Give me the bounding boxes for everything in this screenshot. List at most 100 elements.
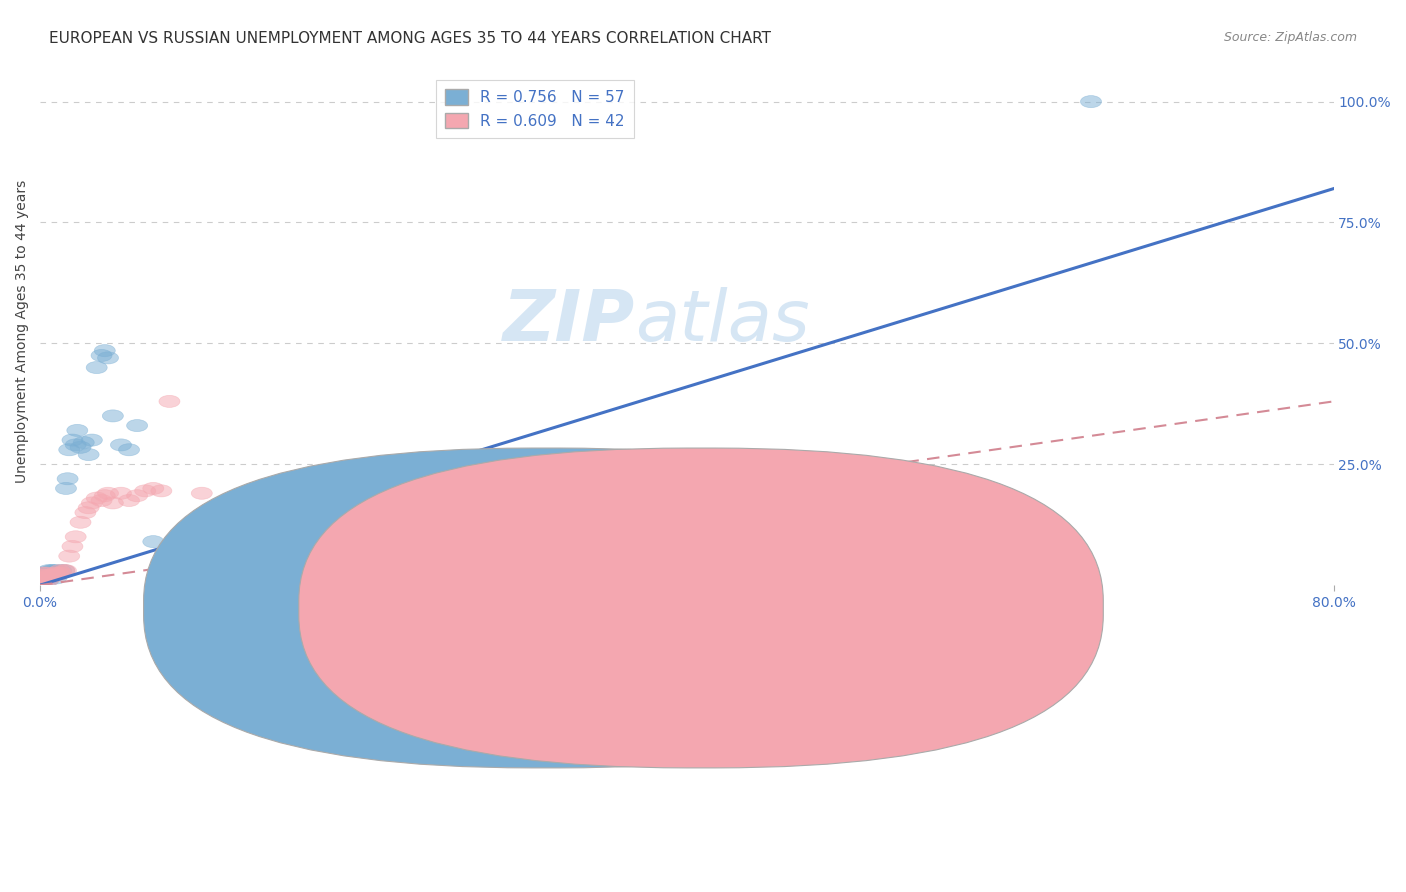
Ellipse shape — [97, 351, 118, 364]
Ellipse shape — [49, 565, 70, 576]
Ellipse shape — [48, 567, 69, 579]
Ellipse shape — [38, 574, 59, 586]
Ellipse shape — [31, 569, 52, 582]
Ellipse shape — [53, 565, 75, 576]
Ellipse shape — [38, 569, 59, 582]
Ellipse shape — [42, 569, 63, 582]
Ellipse shape — [73, 436, 94, 449]
Ellipse shape — [143, 483, 163, 494]
Text: atlas: atlas — [636, 286, 810, 356]
Ellipse shape — [79, 501, 98, 514]
Ellipse shape — [434, 552, 454, 565]
Ellipse shape — [39, 567, 60, 579]
Ellipse shape — [86, 492, 107, 504]
FancyBboxPatch shape — [299, 448, 1104, 768]
Y-axis label: Unemployment Among Ages 35 to 44 years: Unemployment Among Ages 35 to 44 years — [15, 179, 30, 483]
Ellipse shape — [42, 565, 63, 576]
Ellipse shape — [288, 555, 309, 567]
Ellipse shape — [32, 574, 53, 586]
Ellipse shape — [55, 565, 76, 576]
Ellipse shape — [39, 569, 60, 582]
Ellipse shape — [35, 569, 55, 582]
Text: Source: ZipAtlas.com: Source: ZipAtlas.com — [1223, 31, 1357, 45]
Ellipse shape — [55, 483, 76, 494]
Ellipse shape — [118, 494, 139, 507]
Ellipse shape — [224, 550, 245, 562]
Ellipse shape — [82, 497, 103, 509]
Ellipse shape — [59, 443, 80, 456]
Ellipse shape — [65, 439, 86, 451]
Ellipse shape — [38, 569, 59, 582]
Ellipse shape — [1080, 95, 1101, 108]
Ellipse shape — [143, 535, 163, 548]
Ellipse shape — [709, 485, 730, 497]
Ellipse shape — [46, 565, 67, 576]
Ellipse shape — [37, 572, 58, 584]
Ellipse shape — [38, 574, 59, 586]
Ellipse shape — [32, 569, 53, 582]
Ellipse shape — [31, 574, 52, 586]
Ellipse shape — [70, 516, 91, 528]
Ellipse shape — [53, 565, 75, 576]
Ellipse shape — [103, 409, 124, 422]
Ellipse shape — [31, 567, 52, 579]
Ellipse shape — [35, 567, 55, 579]
Legend: R = 0.756   N = 57, R = 0.609   N = 42: R = 0.756 N = 57, R = 0.609 N = 42 — [436, 80, 634, 138]
Ellipse shape — [127, 419, 148, 432]
Ellipse shape — [37, 569, 58, 582]
Text: Russians: Russians — [720, 601, 780, 615]
Ellipse shape — [191, 548, 212, 560]
Ellipse shape — [38, 565, 59, 576]
Text: ZIP: ZIP — [503, 286, 636, 356]
Ellipse shape — [51, 565, 72, 576]
Ellipse shape — [46, 569, 67, 582]
Ellipse shape — [70, 442, 91, 453]
Ellipse shape — [159, 395, 180, 408]
Ellipse shape — [42, 569, 63, 582]
Ellipse shape — [31, 569, 52, 582]
Ellipse shape — [31, 572, 52, 584]
Ellipse shape — [159, 541, 180, 552]
Ellipse shape — [41, 569, 62, 582]
Ellipse shape — [51, 567, 72, 579]
Ellipse shape — [35, 569, 55, 582]
Ellipse shape — [41, 565, 62, 576]
Ellipse shape — [37, 572, 58, 584]
Ellipse shape — [62, 541, 83, 552]
Ellipse shape — [35, 574, 55, 586]
Ellipse shape — [97, 487, 118, 500]
Ellipse shape — [118, 443, 139, 456]
Ellipse shape — [135, 485, 156, 497]
Ellipse shape — [44, 567, 65, 579]
Ellipse shape — [31, 574, 52, 586]
Ellipse shape — [37, 567, 58, 579]
Ellipse shape — [111, 487, 131, 500]
Text: EUROPEAN VS RUSSIAN UNEMPLOYMENT AMONG AGES 35 TO 44 YEARS CORRELATION CHART: EUROPEAN VS RUSSIAN UNEMPLOYMENT AMONG A… — [49, 31, 772, 46]
Ellipse shape — [103, 497, 124, 509]
Ellipse shape — [644, 490, 665, 501]
Ellipse shape — [59, 550, 80, 562]
Ellipse shape — [91, 494, 112, 507]
Ellipse shape — [94, 344, 115, 357]
Ellipse shape — [353, 550, 374, 562]
Ellipse shape — [39, 572, 60, 584]
Text: Europeans: Europeans — [565, 601, 638, 615]
Ellipse shape — [91, 350, 112, 361]
Ellipse shape — [41, 569, 62, 582]
Ellipse shape — [32, 572, 53, 584]
Ellipse shape — [79, 449, 98, 460]
Ellipse shape — [111, 439, 131, 451]
Ellipse shape — [127, 490, 148, 501]
Ellipse shape — [35, 572, 55, 584]
Ellipse shape — [150, 485, 172, 497]
Ellipse shape — [191, 487, 212, 500]
Ellipse shape — [86, 361, 107, 374]
FancyBboxPatch shape — [143, 448, 948, 768]
Ellipse shape — [67, 425, 87, 436]
Ellipse shape — [65, 531, 86, 543]
Ellipse shape — [32, 567, 53, 579]
Ellipse shape — [32, 572, 53, 584]
Ellipse shape — [58, 473, 79, 485]
Ellipse shape — [94, 490, 115, 501]
Ellipse shape — [35, 574, 55, 586]
